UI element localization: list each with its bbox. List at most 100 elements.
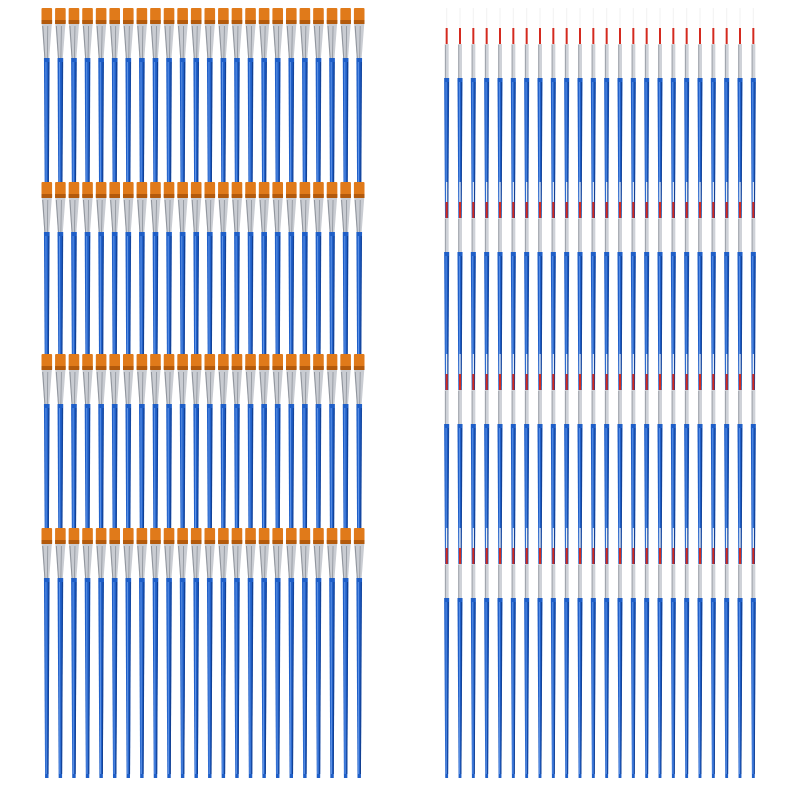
- ferrule-crimp: [332, 545, 334, 579]
- ferrule-edge: [110, 199, 114, 233]
- flat-brush: [258, 528, 270, 778]
- ferrule-edge: [354, 545, 358, 579]
- ferrule-crimp: [182, 199, 185, 233]
- liner-brush: [617, 354, 623, 604]
- bristle-shade: [95, 366, 107, 370]
- ferrule-edge: [137, 371, 141, 405]
- ferrule-edge: [137, 25, 141, 59]
- ferrule: [671, 564, 676, 598]
- ferrule-crimp: [291, 371, 293, 405]
- liner-brush: [444, 528, 450, 778]
- bristle-shade: [41, 20, 53, 24]
- liner-brush: [510, 528, 516, 778]
- ferrule-crimp: [74, 25, 76, 59]
- handle-shade: [500, 601, 503, 775]
- liner-brush: [657, 182, 663, 432]
- flat-brush: [95, 528, 107, 778]
- handle-shade: [169, 581, 172, 775]
- bristle-shade: [340, 366, 351, 370]
- ferrule: [538, 44, 542, 78]
- bristle-shade: [122, 194, 134, 198]
- ferrule-crimp: [196, 25, 198, 59]
- ferrule: [751, 564, 756, 598]
- ferrule-edge: [354, 371, 358, 405]
- ferrule: [551, 390, 556, 424]
- bristle-shade: [258, 194, 270, 198]
- ferrule-crimp: [304, 545, 307, 579]
- ferrule: [471, 564, 476, 598]
- liner-brush: [537, 354, 543, 604]
- ferrule: [524, 564, 529, 598]
- ferrule-edge: [150, 25, 155, 59]
- bristle-shade: [177, 366, 188, 370]
- ferrule: [644, 564, 649, 598]
- ferrule-edge: [246, 199, 250, 233]
- ferrule-crimp: [277, 371, 280, 405]
- ferrule-edge: [55, 545, 59, 579]
- liner-brush: [737, 354, 743, 604]
- ferrule: [471, 44, 476, 78]
- ferrule-edge: [123, 545, 127, 579]
- ferrule-edge: [232, 545, 236, 579]
- ferrule: [738, 44, 742, 78]
- ferrule-edge: [205, 545, 209, 579]
- flat-brush: [313, 528, 324, 778]
- bristle-shade: [41, 194, 53, 198]
- ferrule-edge: [327, 25, 331, 59]
- bristle-shade: [313, 540, 324, 544]
- ferrule-edge: [273, 545, 277, 579]
- ferrule: [498, 390, 502, 424]
- ferrule: [498, 44, 502, 78]
- bristle-shade: [285, 366, 297, 370]
- bristle-shade: [41, 366, 53, 370]
- ferrule-edge: [178, 199, 182, 233]
- handle-shade: [264, 581, 267, 775]
- ferrule: [698, 390, 702, 424]
- ferrule-edge: [327, 371, 331, 405]
- bristle-shade: [55, 540, 66, 544]
- ferrule: [578, 44, 582, 78]
- ferrule-edge: [123, 25, 127, 59]
- ferrule: [524, 218, 529, 252]
- ferrule-edge: [313, 545, 318, 579]
- ferrule: [591, 564, 596, 598]
- handle-shade: [74, 581, 77, 775]
- bristle-shade: [150, 366, 161, 370]
- bristle-shade: [313, 194, 324, 198]
- handle-shade: [251, 581, 254, 775]
- ferrule-crimp: [60, 25, 62, 59]
- ferrule-edge: [110, 545, 114, 579]
- ferrule: [631, 218, 636, 252]
- ferrule: [511, 218, 516, 252]
- ferrule-edge: [55, 25, 59, 59]
- bristle-shade: [340, 194, 351, 198]
- ferrule: [524, 390, 529, 424]
- liner-brush: [524, 528, 530, 778]
- ferrule: [564, 390, 569, 424]
- ferrule: [564, 564, 569, 598]
- flat-brush: [150, 528, 161, 778]
- handle-shade: [647, 601, 649, 775]
- ferrule: [658, 390, 662, 424]
- bristle-shade: [190, 540, 202, 544]
- bristle-shade: [299, 194, 311, 198]
- bristle-shade: [136, 540, 148, 544]
- ferrule-crimp: [114, 25, 117, 59]
- ferrule-edge: [83, 545, 87, 579]
- liner-brush: [670, 8, 676, 258]
- ferrule: [551, 44, 556, 78]
- bristle-shade: [218, 20, 229, 24]
- bristle-shade: [218, 194, 229, 198]
- ferrule-edge: [96, 545, 100, 579]
- handle-shade: [61, 581, 63, 775]
- liner-brush: [497, 528, 503, 778]
- ferrule-crimp: [169, 25, 171, 59]
- bristle-shade: [285, 540, 297, 544]
- ferrule-crimp: [196, 199, 198, 233]
- ferrule-edge: [259, 199, 263, 233]
- ferrule-edge: [164, 371, 168, 405]
- ferrule: [711, 564, 716, 598]
- ferrule-crimp: [128, 25, 130, 59]
- ferrule-crimp: [169, 371, 171, 405]
